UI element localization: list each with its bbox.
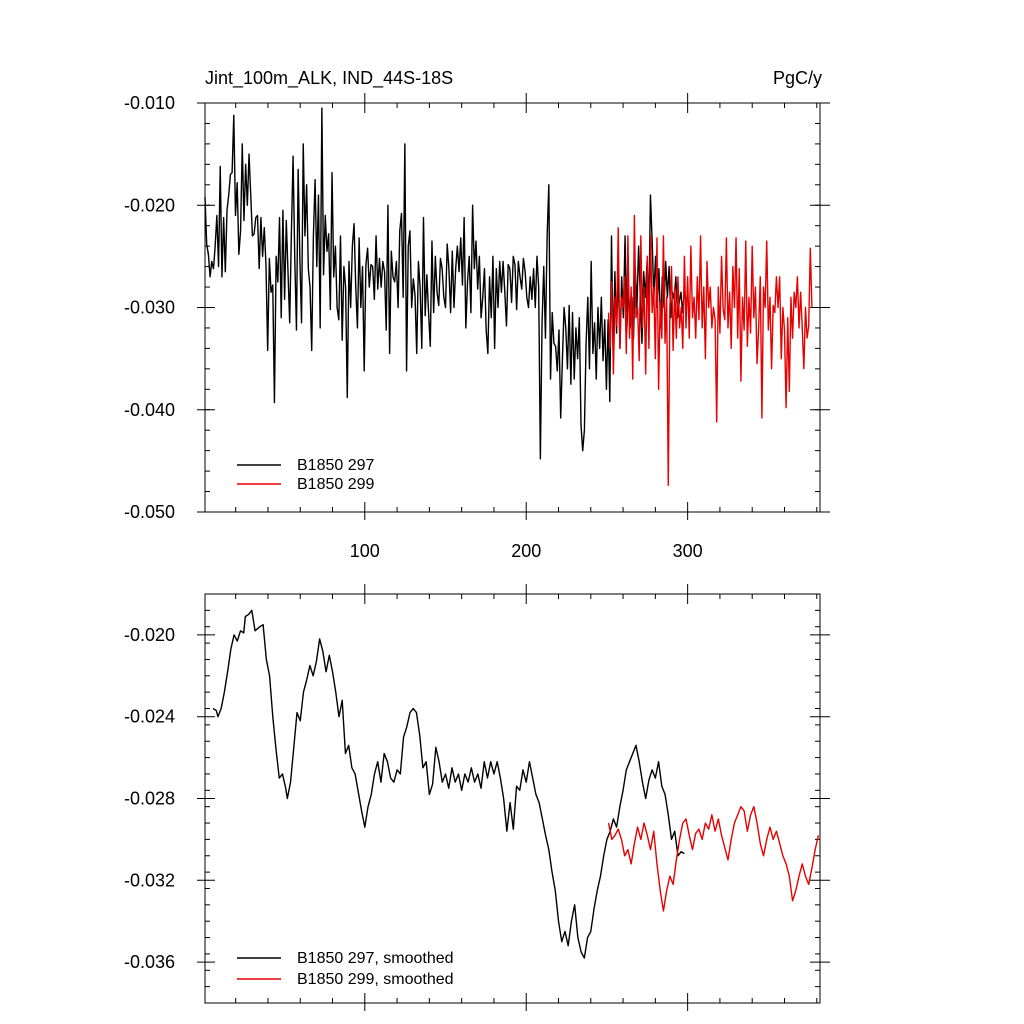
legend-label: B1850 299 <box>297 476 375 493</box>
y-tick-label: -0.040 <box>124 400 175 420</box>
top-panel: Jint_100m_ALK, IND_44S-18S PgC/y -0.050-… <box>124 68 830 561</box>
y-tick-label: -0.050 <box>124 502 175 522</box>
y-tick-label: -0.036 <box>124 952 175 972</box>
tick-group: -0.050 -0.040 -0.030 -0.020 -0.010 100 200 300 <box>124 93 830 561</box>
series-line-1 <box>212 609 685 959</box>
y-tick-label: -0.024 <box>124 707 175 727</box>
plot-frame <box>204 593 821 1004</box>
legend-label: B1850 299, smoothed <box>297 971 454 988</box>
legend: B1850 297, smoothed B1850 299, smoothed <box>237 950 454 988</box>
legend: B1850 297 B1850 299 <box>237 457 375 493</box>
y-tick-label: -0.010 <box>124 93 175 113</box>
legend-label: B1850 297 <box>297 457 375 474</box>
plot-frame <box>204 102 821 513</box>
x-tick-label: 300 <box>673 541 703 561</box>
y-tick-label: -0.032 <box>124 870 175 890</box>
y-tick-label: -0.030 <box>124 298 175 318</box>
series-line-1 <box>204 107 687 460</box>
bottom-panel: -0.036 -0.032 -0.028 -0.024 -0.020 B1850 297… <box>124 584 830 1011</box>
tick-group: -0.036 -0.032 -0.028 -0.024 -0.020 <box>124 584 830 1011</box>
chart-title: Jint_100m_ALK, IND_44S-18S <box>205 68 453 89</box>
y-tick-label: -0.020 <box>124 625 175 645</box>
x-tick-label: 200 <box>511 541 541 561</box>
line-group <box>212 609 820 959</box>
y-tick-label: -0.020 <box>124 195 175 215</box>
line-group <box>204 107 813 487</box>
series-line-2 <box>607 214 813 487</box>
legend-label: B1850 297, smoothed <box>297 950 454 967</box>
series-line-2 <box>607 805 820 912</box>
units-label: PgC/y <box>773 68 822 88</box>
y-tick-label: -0.028 <box>124 789 175 809</box>
x-tick-label: 100 <box>350 541 380 561</box>
